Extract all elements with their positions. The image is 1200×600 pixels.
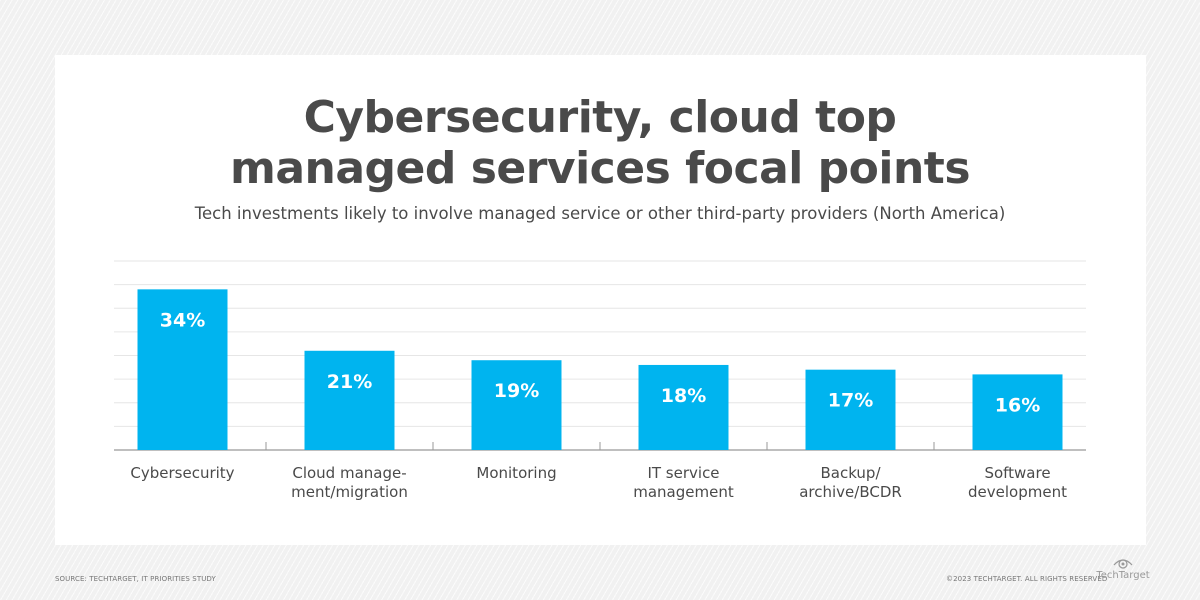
data-label: 34% — [160, 309, 205, 331]
category-label: Monitoring — [476, 464, 556, 482]
data-label: 16% — [995, 394, 1040, 416]
chart-subtitle: Tech investments likely to involve manag… — [194, 204, 1006, 223]
data-label: 19% — [494, 380, 539, 402]
category-label: IT service — [647, 464, 719, 482]
category-label: Cybersecurity — [130, 464, 234, 482]
bar — [805, 369, 896, 450]
bar — [972, 374, 1063, 450]
title-line-2: managed services focal points — [229, 143, 971, 194]
bar — [304, 350, 395, 450]
techtarget-logo: TechTarget — [1096, 557, 1150, 581]
bar — [638, 364, 729, 450]
category-label: Cloud manage- — [292, 464, 406, 482]
category-label: archive/BCDR — [799, 483, 902, 501]
data-label: 18% — [661, 385, 706, 407]
bar — [471, 360, 562, 450]
logo-text: TechTarget — [1096, 570, 1150, 581]
eye-icon — [1113, 559, 1133, 569]
copyright-note: ©2023 TECHTARGET. ALL RIGHTS RESERVED — [946, 575, 1108, 583]
chart-title: Cybersecurity, cloud top managed service… — [0, 92, 1200, 194]
data-label: 21% — [327, 371, 372, 393]
category-label: management — [633, 483, 734, 501]
title-line-1: Cybersecurity, cloud top — [303, 92, 897, 143]
category-label: development — [968, 483, 1067, 501]
chart-card — [55, 55, 1146, 545]
data-label: 17% — [828, 390, 873, 412]
category-label: Backup/ — [820, 464, 881, 482]
category-label: ment/migration — [291, 483, 408, 501]
category-label: Software — [984, 464, 1050, 482]
bar — [137, 289, 228, 450]
source-note: SOURCE: TECHTARGET, IT PRIORITIES STUDY — [55, 575, 216, 583]
